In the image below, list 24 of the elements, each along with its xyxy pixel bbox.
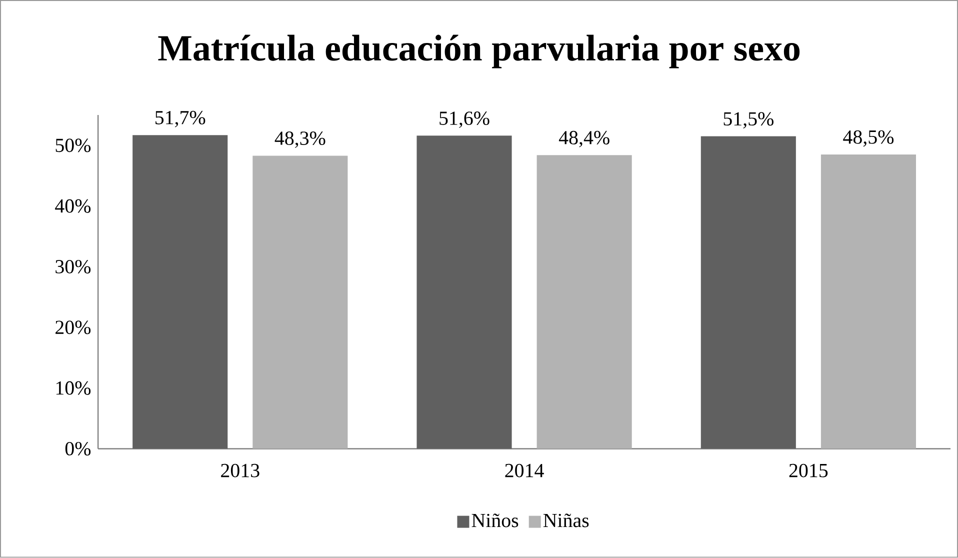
data-label: 51,5% [724, 112, 774, 129]
bar [536, 155, 632, 449]
y-tick-label: 50% [56, 138, 91, 152]
data-label: 48,5% [843, 130, 894, 147]
y-tick-label: 10% [56, 381, 91, 395]
data-label: 48,3% [274, 132, 326, 148]
x-tick-label: 2015 [789, 464, 828, 478]
bar [132, 135, 228, 449]
legend-label: Niños [472, 514, 518, 528]
x-tick-label: 2014 [505, 464, 544, 478]
y-tick-label: 0% [65, 442, 91, 456]
bar [700, 136, 796, 449]
y-tick-label: 30% [56, 260, 91, 274]
x-tick-label: 2013 [221, 464, 260, 478]
chart-title: Matrícula educación parvularia por sexo [158, 34, 800, 68]
legend-label: Niñas [543, 514, 589, 528]
bar [252, 156, 348, 449]
bar [416, 136, 512, 449]
data-label: 51,6% [440, 112, 490, 128]
data-label: 51,7% [156, 111, 206, 128]
y-tick-label: 40% [55, 199, 91, 213]
data-label: 48,4% [558, 131, 610, 148]
bar [820, 154, 916, 449]
y-tick-label: 20% [56, 320, 91, 334]
